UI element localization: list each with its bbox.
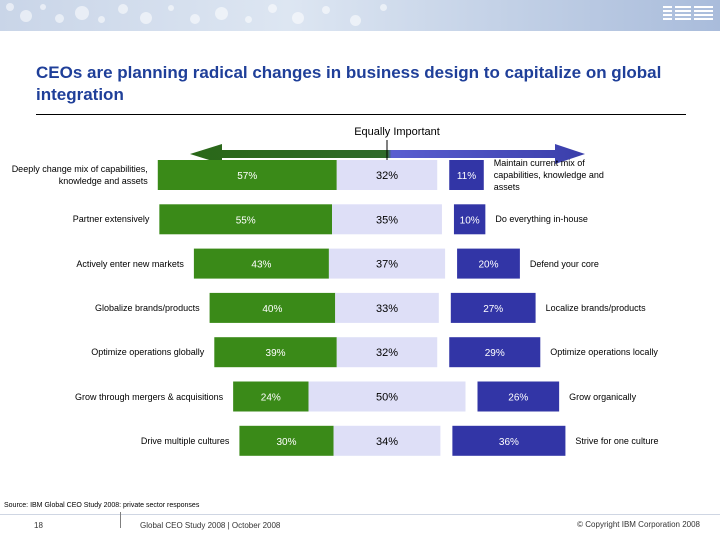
banner-decoration — [190, 14, 200, 24]
bar-middle — [333, 425, 441, 456]
category-label-left-multiple-cultures: Drive multiple cultures — [140, 435, 230, 446]
bar-right — [449, 337, 541, 368]
bar-left — [193, 248, 329, 279]
title-divider — [36, 114, 686, 115]
page-title: CEOs are planning radical changes in bus… — [36, 63, 662, 104]
bar-left — [239, 425, 334, 456]
data-label-middle: 37% — [376, 259, 398, 271]
data-label-right: 20% — [478, 260, 498, 271]
bar-middle — [332, 204, 442, 235]
banner-decoration — [292, 12, 304, 24]
banner-decoration — [118, 4, 128, 14]
banner-decoration — [98, 16, 105, 23]
data-label-left: 55% — [236, 215, 256, 226]
data-label-middle: 32% — [376, 347, 398, 359]
footer-separator — [120, 512, 121, 528]
copyright: © Copyright IBM Corporation 2008 — [577, 520, 700, 529]
bar-left — [209, 292, 336, 323]
category-label-left-optimize-globally: Optimize operations globally — [91, 347, 205, 358]
banner-decoration — [40, 4, 46, 10]
diverging-bar-chart: 57% 32% 11% 55% 35% 10% 43% 37% 20% 40% 33% 27% 39% 3… — [157, 140, 585, 456]
footer-divider — [0, 514, 720, 515]
bar-right — [450, 292, 536, 323]
category-label-left-mergers-acquisitions: Grow through mergers & acquisitions — [75, 391, 224, 402]
banner-decoration — [55, 14, 64, 23]
banner-decoration — [380, 4, 387, 11]
bar-right — [449, 160, 484, 190]
data-label-left: 39% — [266, 348, 286, 359]
data-label-right: 10% — [460, 215, 480, 226]
category-label-right-enter-new-markets: Defend your core — [529, 258, 599, 269]
header-banner — [0, 0, 720, 31]
bar-middle — [336, 160, 438, 190]
data-label-left: 43% — [251, 260, 271, 271]
banner-decoration — [75, 6, 89, 20]
bar-right — [453, 204, 486, 235]
bar-left — [214, 337, 337, 368]
category-label-left-enter-new-markets: Actively enter new markets — [76, 258, 184, 269]
category-label-left-partner-extensively: Partner extensively — [72, 214, 150, 225]
data-label-left: 30% — [277, 437, 297, 448]
data-label-right: 11% — [457, 171, 476, 182]
data-label-left: 57% — [237, 171, 257, 182]
bar-middle — [328, 248, 446, 279]
banner-decoration — [168, 5, 174, 11]
banner-decoration — [6, 3, 14, 11]
banner-decoration — [350, 15, 361, 26]
category-label-left-globalize-brands: Globalize brands/products — [95, 302, 200, 313]
bar-right — [452, 425, 566, 456]
banner-decoration — [140, 12, 152, 24]
category-label-right-multiple-cultures: Strive for one culture — [575, 435, 659, 446]
bar-left — [233, 381, 309, 412]
banner-decoration — [268, 4, 277, 13]
page-number: 18 — [34, 521, 43, 530]
data-label-middle: 35% — [376, 214, 398, 226]
category-label-right-optimize-globally: Optimize operations locally — [550, 347, 658, 358]
data-label-middle: 50% — [376, 392, 398, 404]
data-label-right: 36% — [499, 437, 519, 448]
data-label-right: 29% — [485, 348, 505, 359]
category-label-right-globalize-brands: Localize brands/products — [545, 302, 646, 313]
data-label-middle: 34% — [376, 436, 398, 448]
ibm-logo — [663, 6, 713, 20]
bar-middle — [336, 337, 438, 368]
bar-middle — [308, 381, 466, 412]
category-label-right-mergers-acquisitions: Grow organically — [569, 391, 637, 402]
category-label-right-partner-extensively: Do everything in-house — [495, 214, 588, 225]
bar-middle — [335, 292, 439, 323]
data-label-middle: 33% — [376, 303, 398, 315]
banner-decoration — [245, 16, 252, 23]
banner-decoration — [322, 6, 330, 14]
data-label-right: 27% — [483, 304, 503, 315]
bar-right — [477, 381, 560, 412]
data-label-left: 40% — [262, 304, 282, 315]
bar-left — [159, 204, 333, 235]
data-label-right: 26% — [508, 393, 528, 404]
banner-decoration — [20, 10, 32, 22]
banner-decoration — [215, 7, 228, 20]
bar-right — [457, 248, 520, 279]
category-label-left-deeply-change-mix: Deeply change mix of capabilities, knowl… — [11, 164, 148, 186]
data-label-left: 24% — [261, 393, 281, 404]
source-note: Source: IBM Global CEO Study 2008: priva… — [4, 502, 200, 509]
category-label-right-deeply-change-mix: Maintain current mix of capabilities, kn… — [493, 158, 604, 192]
study-label: Global CEO Study 2008 | October 2008 — [140, 521, 281, 530]
bar-left — [157, 160, 337, 190]
center-label: Equally Important — [354, 126, 440, 138]
data-label-middle: 32% — [376, 170, 398, 182]
